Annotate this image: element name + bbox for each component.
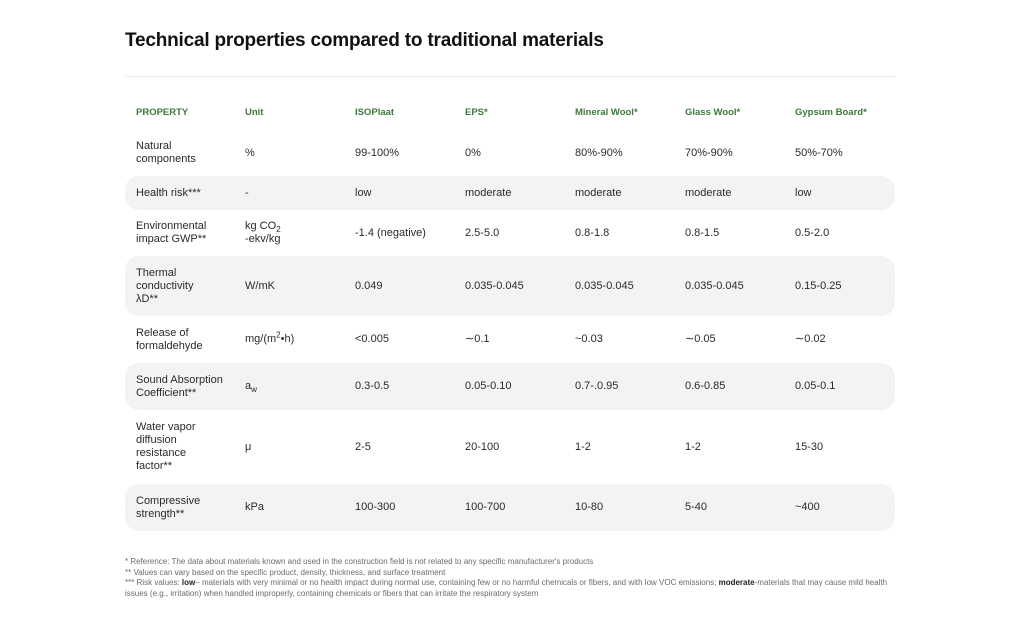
value-cell-eps: moderate — [465, 186, 512, 199]
value-cell-mineral-wool: ~0.03 — [575, 333, 603, 345]
value-cell-isoplaat: 100-300 — [355, 501, 396, 513]
value-cell-mineral-wool: 10-80 — [575, 501, 604, 513]
value-cell-mineral-wool: 0.7-.0.95 — [575, 380, 619, 392]
property-cell: Sound Absorption Coefficient** — [136, 373, 223, 399]
unit-superscript: 2 — [276, 330, 281, 340]
footnote-risk-values: *** Risk values: low– materials with ver… — [125, 578, 895, 599]
column-header-isoplaat: ISOPlaat — [355, 106, 395, 118]
value-cell-gypsum-board: 0.15-0.25 — [795, 279, 842, 292]
property-cell: Thermal conductivity λD** — [136, 266, 194, 305]
value-cell-glass-wool: 5-40 — [685, 501, 708, 513]
table-row-thermal-conductivity: Thermal conductivity λD** W/mK 0.049 0.0… — [125, 256, 895, 316]
column-header-gypsum-board: Gypsum Board* — [795, 106, 867, 118]
value-cell-eps: 100-700 — [465, 501, 506, 513]
value-cell-mineral-wool: 80%-90% — [575, 146, 623, 159]
value-cell-isoplaat: <0.005 — [355, 333, 389, 345]
unit-text-line2: -ekv/kg — [245, 233, 281, 245]
value-cell-eps: 0% — [465, 146, 481, 159]
unit-text: mg/(m — [245, 333, 277, 345]
property-cell: Water vapor diffusion resistance factor*… — [136, 421, 196, 472]
value-cell-gypsum-board: 0.5-2.0 — [795, 226, 830, 239]
table-row-health-risk: Health risk*** - low moderate moderate m… — [125, 176, 895, 210]
column-header-unit: Unit — [245, 106, 264, 118]
value-cell-eps: 20-100 — [465, 440, 500, 453]
value-cell-mineral-wool: 1-2 — [575, 440, 591, 453]
title-divider — [125, 76, 895, 77]
column-header-eps: EPS* — [465, 106, 488, 118]
value-cell-eps: 0.035-0.045 — [465, 279, 524, 292]
value-cell-glass-wool: 0.8-1.5 — [685, 226, 720, 239]
value-cell-gypsum-board: ~400 — [795, 501, 820, 513]
value-cell-gypsum-board: 50%-70% — [795, 146, 843, 159]
value-cell-glass-wool: 70%-90% — [685, 146, 733, 159]
value-cell-isoplaat: -1.4 (negative) — [355, 226, 426, 239]
value-cell-mineral-wool: 0.035-0.045 — [575, 279, 634, 292]
unit-subscript: 2 — [276, 225, 281, 235]
column-header-mineral-wool: Mineral Wool* — [575, 106, 638, 118]
unit-subscript: w — [251, 385, 257, 395]
risk-moderate-word: moderate — [718, 578, 755, 587]
footnote-values: ** Values can vary based on the specific… — [125, 567, 446, 577]
footnotes: * Reference: The data about materials kn… — [125, 557, 895, 599]
table-row-sound-absorption: Sound Absorption Coefficient** aw 0.3-0.… — [125, 363, 895, 410]
value-cell-isoplaat: 0.3-0.5 — [355, 380, 390, 392]
value-cell-glass-wool: 1-2 — [685, 440, 701, 453]
unit-text-rest: •h) — [280, 333, 295, 345]
unit-cell: kPa — [245, 501, 264, 513]
unit-cell: % — [245, 146, 255, 159]
unit-cell: W/mK — [245, 279, 275, 292]
property-cell: Natural components — [136, 140, 196, 165]
risk-low-text: – materials with very minimal or no heal… — [195, 578, 719, 587]
risk-low-word: low — [181, 578, 196, 587]
risk-moderate-text: -materials that may cause mild health is… — [125, 578, 888, 598]
value-cell-mineral-wool: 0.8-1.8 — [575, 226, 610, 239]
table-row-formaldehyde: Release of formaldehyde mg/(m2•h) <0.005… — [125, 316, 895, 363]
value-cell-glass-wool: 0.035-0.045 — [685, 279, 744, 292]
value-cell-gypsum-board: 15-30 — [795, 440, 824, 453]
value-cell-glass-wool: ∼0.05 — [685, 333, 716, 345]
value-cell-eps: ∼0.1 — [465, 333, 490, 345]
value-cell-isoplaat: 2-5 — [355, 440, 371, 453]
unit-cell: - — [245, 186, 249, 199]
value-cell-eps: 0.05-0.10 — [465, 380, 512, 392]
risk-prefix: *** Risk values: — [125, 578, 182, 587]
value-cell-eps: 2.5-5.0 — [465, 226, 500, 239]
page-title: Technical properties compared to traditi… — [125, 30, 604, 51]
value-cell-glass-wool: 0.6-0.85 — [685, 380, 726, 392]
table-row-water-vapor: Water vapor diffusion resistance factor*… — [125, 410, 895, 484]
table-header-row: PROPERTY Unit ISOPlaat EPS* Mineral Wool… — [125, 94, 895, 130]
table-row-environmental-impact: Environmental impact GWP** kg CO2 -ekv/k… — [125, 210, 895, 256]
value-cell-gypsum-board: 0.05-0.1 — [795, 380, 836, 392]
unit-cell: aw — [235, 380, 345, 395]
column-header-glass-wool: Glass Wool* — [685, 106, 741, 118]
table-row-natural-components: Natural components % 99-100% 0% 80%-90% … — [125, 130, 895, 176]
unit-cell: μ — [245, 440, 252, 453]
property-cell: Release of formaldehyde — [136, 326, 203, 352]
footnote-reference: * Reference: The data about materials kn… — [125, 557, 594, 566]
column-header-property: PROPERTY — [136, 106, 189, 118]
property-cell: Environmental impact GWP** — [136, 220, 207, 245]
unit-cell: mg/(m2•h) — [235, 330, 345, 346]
value-cell-gypsum-board: low — [795, 186, 812, 199]
value-cell-isoplaat: 0.049 — [355, 279, 383, 292]
value-cell-isoplaat: low — [355, 186, 372, 199]
property-cell: Health risk*** — [136, 186, 201, 199]
value-cell-gypsum-board: ∼0.02 — [795, 333, 826, 345]
value-cell-isoplaat: 99-100% — [355, 146, 400, 159]
unit-cell: kg CO2 -ekv/kg — [235, 220, 345, 246]
table-row-compressive-strength: Compressive strength** kPa 100-300 100-7… — [125, 484, 895, 531]
property-cell: Compressive strength** — [136, 494, 201, 520]
comparison-table: PROPERTY Unit ISOPlaat EPS* Mineral Wool… — [125, 94, 895, 531]
value-cell-mineral-wool: moderate — [575, 186, 622, 199]
unit-text: a — [245, 380, 252, 392]
unit-text: kg CO — [245, 220, 277, 232]
value-cell-glass-wool: moderate — [685, 186, 732, 199]
